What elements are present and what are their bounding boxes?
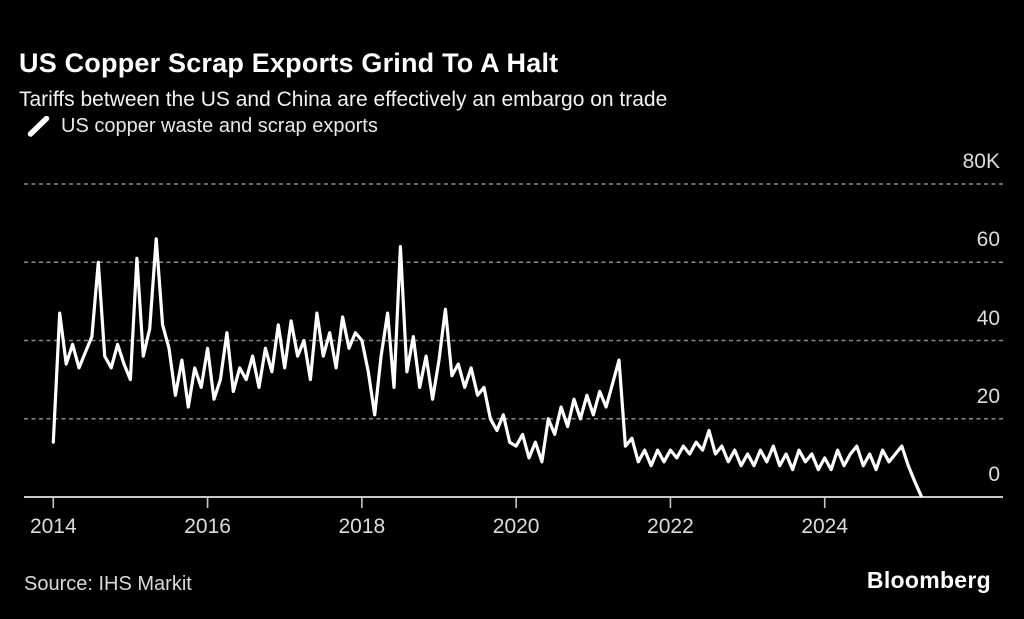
x-axis-label-2020: 2020 [492,515,540,538]
y-axis-label-60: 60 [976,228,1000,252]
bloomberg-logo: Bloomberg [866,567,991,593]
series-line-copper-scrap-exports [51,237,923,498]
x-axis-label-2016: 2016 [184,515,231,538]
legend-label: US copper waste and scrap exports [61,115,378,137]
x-axis-label-2018: 2018 [338,515,386,538]
chart-subtitle: Tariffs between the US and China are eff… [19,88,668,111]
y-axis-label-0: 0 [988,463,1000,486]
y-axis-label-20: 20 [976,384,1000,408]
y-axis-label-80K: 80K [962,150,1000,173]
y-axis-label-40: 40 [976,306,1000,330]
source-note: Source: IHS Markit [24,573,192,595]
x-axis-label-2024: 2024 [801,515,849,538]
page-title: US Copper Scrap Exports Grind To A Halt [19,48,559,79]
x-axis-label-2022: 2022 [647,515,694,538]
x-axis-label-2014: 2014 [29,515,77,538]
legend: US copper waste and scrap exports [27,115,378,138]
line-series-slash-icon [27,116,50,137]
